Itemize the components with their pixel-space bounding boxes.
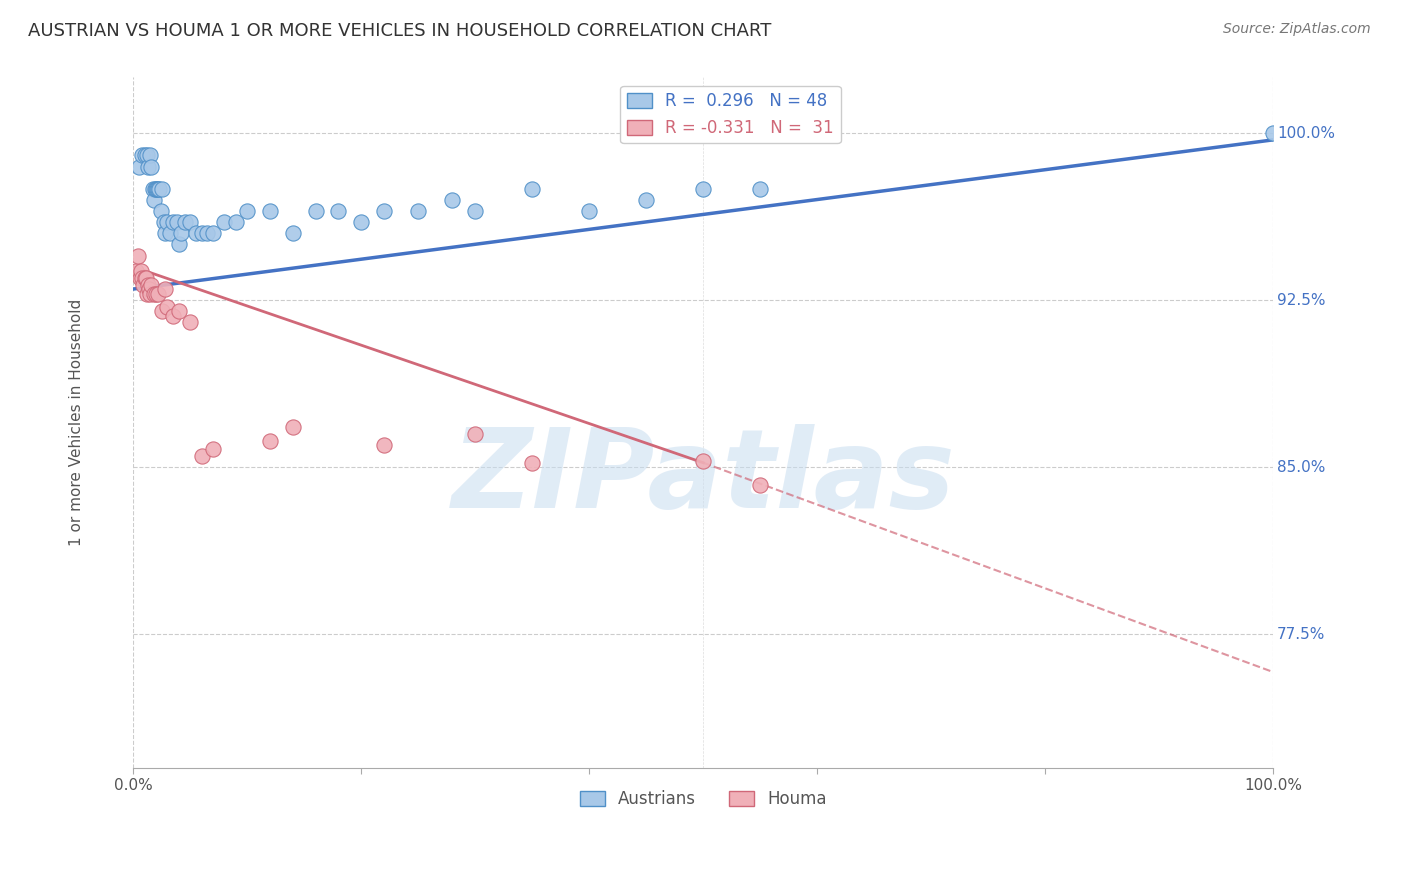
Point	[692, 453, 714, 467]
Point	[138, 282, 160, 296]
Point	[148, 286, 170, 301]
Point	[173, 215, 195, 229]
Point	[148, 182, 170, 196]
Point	[129, 271, 152, 285]
Point	[202, 442, 225, 457]
Point	[522, 182, 544, 196]
Text: 1 or more Vehicles in Household: 1 or more Vehicles in Household	[69, 299, 84, 546]
Point	[184, 227, 207, 241]
Point	[156, 215, 179, 229]
Point	[202, 227, 225, 241]
Text: 85.0%: 85.0%	[1277, 459, 1326, 475]
Point	[749, 478, 772, 492]
Point	[195, 227, 218, 241]
Point	[150, 182, 173, 196]
Point	[170, 227, 193, 241]
Point	[522, 456, 544, 470]
Text: Source: ZipAtlas.com: Source: ZipAtlas.com	[1223, 22, 1371, 37]
Point	[281, 420, 304, 434]
Point	[143, 182, 166, 196]
Point	[259, 204, 281, 219]
Point	[281, 227, 304, 241]
Point	[128, 160, 150, 174]
Point	[142, 286, 165, 301]
Point	[153, 282, 176, 296]
Point	[136, 277, 159, 292]
Point	[131, 271, 153, 285]
Point	[141, 160, 163, 174]
Text: 77.5%: 77.5%	[1277, 627, 1326, 642]
Point	[136, 160, 159, 174]
Point	[179, 316, 201, 330]
Point	[162, 215, 184, 229]
Point	[373, 438, 395, 452]
Point	[127, 249, 149, 263]
Legend: Austrians, Houma: Austrians, Houma	[572, 783, 834, 815]
Point	[162, 309, 184, 323]
Point	[408, 204, 430, 219]
Point	[441, 193, 464, 207]
Text: ZIPatlas: ZIPatlas	[451, 425, 955, 532]
Point	[167, 304, 190, 318]
Point	[636, 193, 658, 207]
Point	[135, 148, 157, 162]
Point	[1263, 126, 1285, 140]
Point	[692, 182, 714, 196]
Point	[139, 286, 162, 301]
Point	[153, 227, 176, 241]
Text: 92.5%: 92.5%	[1277, 293, 1326, 308]
Point	[134, 148, 156, 162]
Point	[214, 215, 236, 229]
Point	[225, 215, 247, 229]
Point	[131, 148, 153, 162]
Point	[146, 182, 169, 196]
Point	[142, 182, 165, 196]
Point	[259, 434, 281, 448]
Point	[132, 277, 155, 292]
Point	[236, 204, 259, 219]
Point	[134, 271, 156, 285]
Point	[141, 277, 163, 292]
Point	[153, 215, 176, 229]
Point	[190, 449, 212, 463]
Point	[179, 215, 201, 229]
Point	[129, 264, 152, 278]
Point	[350, 215, 373, 229]
Point	[150, 304, 173, 318]
Point	[166, 215, 188, 229]
Point	[373, 204, 395, 219]
Point	[159, 227, 181, 241]
Text: AUSTRIAN VS HOUMA 1 OR MORE VEHICLES IN HOUSEHOLD CORRELATION CHART: AUSTRIAN VS HOUMA 1 OR MORE VEHICLES IN …	[28, 22, 772, 40]
Point	[148, 182, 170, 196]
Point	[145, 182, 167, 196]
Point	[145, 286, 167, 301]
Point	[124, 264, 146, 278]
Point	[464, 426, 486, 441]
Point	[149, 204, 172, 219]
Point	[578, 204, 600, 219]
Point	[167, 237, 190, 252]
Point	[190, 227, 212, 241]
Point	[328, 204, 350, 219]
Point	[156, 300, 179, 314]
Point	[142, 193, 165, 207]
Point	[749, 182, 772, 196]
Text: 100.0%: 100.0%	[1277, 126, 1334, 141]
Point	[135, 286, 157, 301]
Point	[139, 148, 162, 162]
Point	[464, 204, 486, 219]
Point	[135, 271, 157, 285]
Point	[305, 204, 328, 219]
